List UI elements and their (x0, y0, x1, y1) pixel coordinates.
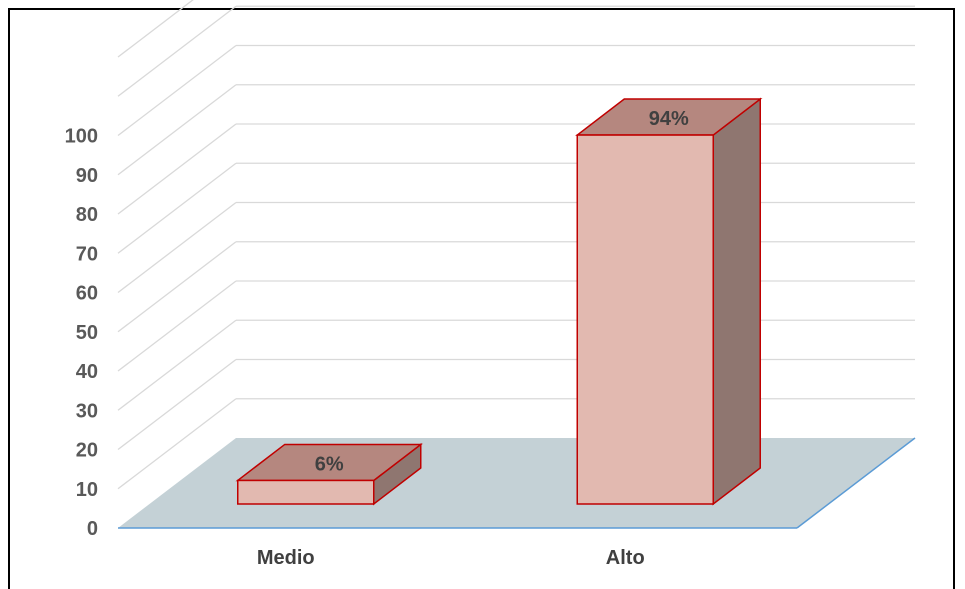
y-tick-label: 0 (87, 518, 98, 540)
bars: 6% 94% (235, 97, 763, 506)
x-axis-category-labels: Medio Alto (257, 547, 645, 569)
gridline-left (117, 84, 237, 176)
bar-front (237, 479, 375, 505)
y-tick-label: 10 (76, 479, 98, 501)
gridline-left (117, 0, 194, 58)
x-category-label: Alto (606, 547, 645, 569)
y-tick-label: 50 (76, 322, 98, 344)
data-label: 94% (649, 108, 689, 130)
y-tick-label: 80 (76, 204, 98, 226)
y-tick-label: 100 (65, 126, 98, 148)
y-tick-label: 20 (76, 440, 98, 462)
gridline-left (117, 358, 237, 451)
data-label: 6% (315, 453, 344, 475)
y-tick-label: 90 (76, 165, 98, 187)
x-category-label: Medio (257, 547, 315, 569)
bar-side (712, 97, 761, 506)
gridlines-left-wall (117, 0, 237, 490)
bar-front (576, 134, 714, 505)
chart-frame (8, 8, 955, 589)
y-tick-label: 40 (76, 361, 98, 383)
bar-medio: 6% (235, 442, 423, 506)
gridline-left (117, 5, 237, 97)
gridline-left (117, 123, 237, 215)
floor-right-edge (796, 437, 916, 529)
gridlines-back-wall (236, 5, 915, 400)
y-tick-label: 30 (76, 400, 98, 422)
bar-alto: 94% (575, 97, 763, 506)
gridline-left (117, 162, 237, 254)
gridline-left (117, 319, 237, 411)
gridline-left (117, 280, 237, 372)
gridline-left (117, 398, 237, 490)
y-axis-tick-labels: 0 10 20 30 40 50 60 70 80 90 100 (65, 126, 98, 541)
gridline-left (117, 44, 237, 137)
gridline-left (117, 241, 237, 333)
y-tick-label: 70 (76, 243, 98, 265)
y-tick-label: 60 (76, 283, 98, 305)
gridline-left (117, 201, 237, 294)
